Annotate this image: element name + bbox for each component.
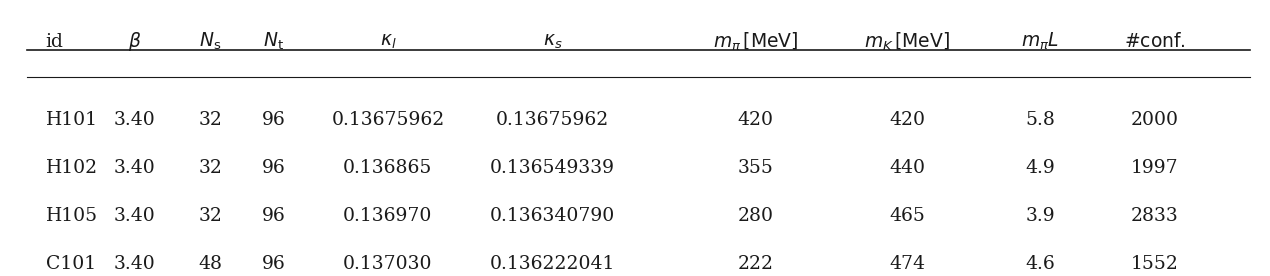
Text: 440: 440 <box>889 159 926 177</box>
Text: 0.13675962: 0.13675962 <box>497 110 610 129</box>
Text: 3.40: 3.40 <box>113 256 155 274</box>
Text: 3.9: 3.9 <box>1026 207 1055 225</box>
Text: 2833: 2833 <box>1130 207 1179 225</box>
Text: 0.136970: 0.136970 <box>343 207 433 225</box>
Text: 4.6: 4.6 <box>1026 256 1055 274</box>
Text: 222: 222 <box>738 256 773 274</box>
Text: H105: H105 <box>46 207 98 225</box>
Text: $m_K\,[\mathrm{MeV}]$: $m_K\,[\mathrm{MeV}]$ <box>865 31 950 53</box>
Text: C101: C101 <box>46 256 95 274</box>
Text: 48: 48 <box>198 256 222 274</box>
Text: 96: 96 <box>262 159 286 177</box>
Text: 420: 420 <box>889 110 926 129</box>
Text: 0.13675962: 0.13675962 <box>331 110 444 129</box>
Text: 0.136865: 0.136865 <box>343 159 433 177</box>
Text: 465: 465 <box>889 207 926 225</box>
Text: H102: H102 <box>46 159 98 177</box>
Text: 3.40: 3.40 <box>113 207 155 225</box>
Text: 1997: 1997 <box>1130 159 1179 177</box>
Text: 474: 474 <box>889 256 926 274</box>
Text: $N_{\mathrm{s}}$: $N_{\mathrm{s}}$ <box>199 31 222 52</box>
Text: $\kappa_l$: $\kappa_l$ <box>380 33 396 51</box>
Text: 5.8: 5.8 <box>1026 110 1055 129</box>
Text: 3.40: 3.40 <box>113 110 155 129</box>
Text: 355: 355 <box>738 159 773 177</box>
Text: 280: 280 <box>738 207 773 225</box>
Text: 4.9: 4.9 <box>1026 159 1055 177</box>
Text: $N_{\mathrm{t}}$: $N_{\mathrm{t}}$ <box>263 31 284 52</box>
Text: H101: H101 <box>46 110 98 129</box>
Text: 2000: 2000 <box>1130 110 1179 129</box>
Text: $m_{\pi}\,[\mathrm{MeV}]$: $m_{\pi}\,[\mathrm{MeV}]$ <box>712 31 798 53</box>
Text: 420: 420 <box>738 110 773 129</box>
Text: $\beta$: $\beta$ <box>128 30 141 53</box>
Text: 96: 96 <box>262 256 286 274</box>
Text: 0.136222041: 0.136222041 <box>490 256 616 274</box>
Text: 0.137030: 0.137030 <box>343 256 433 274</box>
Text: $\#\mathrm{conf.}$: $\#\mathrm{conf.}$ <box>1124 32 1185 51</box>
Text: 32: 32 <box>198 110 222 129</box>
Text: 96: 96 <box>262 207 286 225</box>
Text: 0.136549339: 0.136549339 <box>490 159 615 177</box>
Text: 32: 32 <box>198 207 222 225</box>
Text: id: id <box>46 33 64 51</box>
Text: $m_{\pi}L$: $m_{\pi}L$ <box>1021 31 1059 52</box>
Text: 0.136340790: 0.136340790 <box>490 207 615 225</box>
Text: $\kappa_s$: $\kappa_s$ <box>542 33 563 51</box>
Text: 3.40: 3.40 <box>113 159 155 177</box>
Text: 32: 32 <box>198 159 222 177</box>
Text: 96: 96 <box>262 110 286 129</box>
Text: 1552: 1552 <box>1130 256 1179 274</box>
